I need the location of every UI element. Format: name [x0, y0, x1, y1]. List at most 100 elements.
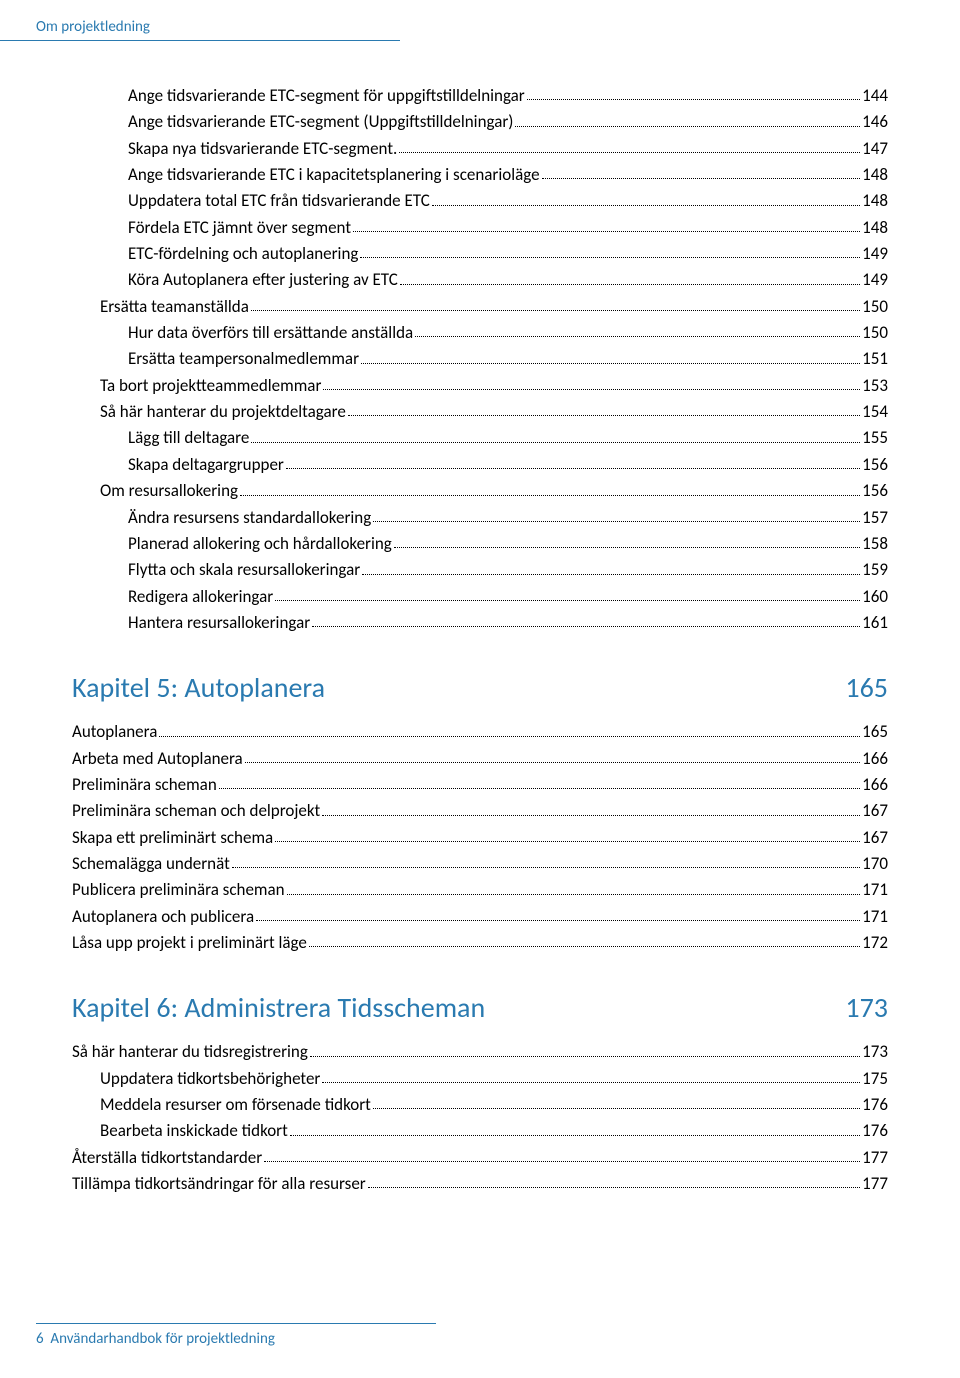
toc-entry-page: 153	[862, 373, 888, 399]
toc-entry: Ändra resursens standardallokering 157	[72, 505, 888, 531]
toc-entry-page: 167	[862, 798, 888, 824]
toc-entry-label: Tillämpa tidkortsändringar för alla resu…	[72, 1171, 366, 1197]
toc-entry-label: Autoplanera och publicera	[72, 904, 254, 930]
toc-entry-label: Ersätta teampersonalmedlemmar	[128, 346, 359, 372]
toc-leader-dots	[399, 152, 860, 153]
toc-entry: Planerad allokering och hårdallokering15…	[72, 531, 888, 557]
toc-entry: Uppdatera tidkortsbehörigheter175	[72, 1066, 888, 1092]
toc-entry-label: Så här hanterar du projektdeltagare	[100, 399, 346, 425]
toc-leader-dots	[232, 867, 860, 868]
toc-entry: Lägg till deltagare155	[72, 425, 888, 451]
toc-entry-page: 150	[862, 294, 888, 320]
toc-entry: Fördela ETC jämnt över segment 148	[72, 215, 888, 241]
toc-entry-label: Schemalägga undernät	[72, 851, 230, 877]
toc-entry-page: 147	[862, 136, 888, 162]
toc-section-chapter5: Autoplanera165Arbeta med Autoplanera 166 P…	[72, 719, 888, 956]
toc-entry: Skapa ett preliminärt schema 167	[72, 825, 888, 851]
toc-entry-page: 166	[862, 772, 888, 798]
toc-entry-label: Hur data överförs till ersättande anstäl…	[128, 320, 413, 346]
toc-leader-dots	[361, 363, 860, 364]
toc-entry-label: Återställa tidkortstandarder	[72, 1145, 262, 1171]
toc-entry-page: 171	[862, 904, 888, 930]
toc-entry-page: 154	[862, 399, 888, 425]
toc-entry-page: 167	[862, 825, 888, 851]
toc-entry-label: Köra Autoplanera efter justering av ETC	[128, 267, 398, 293]
running-footer: 6 Användarhandbok för projektledning	[36, 1323, 436, 1348]
toc-entry-page: 146	[862, 109, 888, 135]
toc-entry-page: 177	[862, 1145, 888, 1171]
toc-leader-dots	[251, 310, 860, 311]
toc-section-chapter6: Så här hanterar du tidsregistrering173Up…	[72, 1039, 888, 1197]
toc-entry-label: ETC-fördelning och autoplanering	[128, 241, 358, 267]
toc-leader-dots	[353, 231, 860, 232]
toc-entry: Skapa deltagargrupper 156	[72, 452, 888, 478]
toc-entry-label: Uppdatera tidkortsbehörigheter	[100, 1066, 320, 1092]
toc-entry-page: 155	[862, 425, 888, 451]
chapter-title: Kapitel 6: Administrera Tidsscheman	[72, 990, 485, 1025]
toc-entry-label: Fördela ETC jämnt över segment	[128, 215, 351, 241]
toc-entry-label: Flytta och skala resursallokeringar	[128, 557, 360, 583]
toc-entry-label: Preliminära scheman	[72, 772, 217, 798]
toc-entry-label: Ange tidsvarierande ETC-segment (Uppgift…	[128, 109, 513, 135]
toc-content: Ange tidsvarierande ETC-segment för uppg…	[0, 83, 960, 1197]
toc-entry: Ersätta teampersonalmedlemmar 151	[72, 346, 888, 372]
toc-leader-dots	[264, 1161, 860, 1162]
toc-leader-dots	[362, 574, 860, 575]
toc-entry: Så här hanterar du projektdeltagare 154	[72, 399, 888, 425]
toc-entry-page: 157	[862, 505, 888, 531]
chapter-page: 173	[845, 990, 888, 1025]
chapter-6-heading: Kapitel 6: Administrera Tidsscheman 173	[72, 990, 888, 1025]
toc-entry: Redigera allokeringar160	[72, 584, 888, 610]
toc-leader-dots	[542, 178, 861, 179]
toc-entry-label: Om resursallokering	[100, 478, 238, 504]
toc-entry-label: Skapa ett preliminärt schema	[72, 825, 273, 851]
toc-entry: Ange tidsvarierande ETC-segment för uppg…	[72, 83, 888, 109]
toc-entry: Skapa nya tidsvarierande ETC-segment.147	[72, 136, 888, 162]
toc-entry-label: Uppdatera total ETC från tidsvarierande …	[128, 188, 430, 214]
toc-leader-dots	[240, 495, 860, 496]
toc-entry-label: Ange tidsvarierande ETC-segment för uppg…	[128, 83, 525, 109]
toc-entry: Ange tidsvarierande ETC i kapacitetsplan…	[72, 162, 888, 188]
toc-leader-dots	[286, 468, 860, 469]
toc-leader-dots	[245, 762, 860, 763]
toc-leader-dots	[394, 547, 860, 548]
toc-entry-page: 173	[862, 1039, 888, 1065]
toc-entry-label: Redigera allokeringar	[128, 584, 273, 610]
toc-entry-page: 151	[862, 346, 888, 372]
toc-leader-dots	[275, 600, 860, 601]
toc-entry-label: Så här hanterar du tidsregistrering	[72, 1039, 308, 1065]
toc-leader-dots	[275, 841, 860, 842]
toc-entry-page: 176	[862, 1092, 888, 1118]
toc-leader-dots	[515, 126, 860, 127]
chapter-page: 165	[845, 670, 888, 705]
toc-leader-dots	[415, 336, 860, 337]
toc-leader-dots	[322, 815, 860, 816]
toc-entry-label: Preliminära scheman och delprojekt	[72, 798, 320, 824]
toc-entry: Autoplanera165	[72, 719, 888, 745]
toc-leader-dots	[310, 1056, 860, 1057]
toc-entry-page: 156	[862, 452, 888, 478]
toc-entry-label: Hantera resursallokeringar	[128, 610, 310, 636]
toc-entry-page: 158	[862, 531, 888, 557]
toc-leader-dots	[312, 626, 860, 627]
toc-entry-page: 159	[862, 557, 888, 583]
toc-entry: Låsa upp projekt i preliminärt läge172	[72, 930, 888, 956]
toc-entry-page: 170	[862, 851, 888, 877]
toc-leader-dots	[360, 257, 860, 258]
toc-entry-label: Arbeta med Autoplanera	[72, 746, 243, 772]
toc-leader-dots	[309, 946, 860, 947]
toc-entry: Tillämpa tidkortsändringar för alla resu…	[72, 1171, 888, 1197]
toc-entry-page: 149	[862, 267, 888, 293]
toc-entry-label: Bearbeta inskickade tidkort	[100, 1118, 288, 1144]
toc-entry: Bearbeta inskickade tidkort176	[72, 1118, 888, 1144]
toc-leader-dots	[368, 1187, 860, 1188]
toc-entry-label: Ändra resursens standardallokering	[128, 505, 371, 531]
toc-leader-dots	[322, 1082, 860, 1083]
toc-leader-dots	[290, 1135, 860, 1136]
toc-entry-page: 148	[862, 215, 888, 241]
toc-entry-page: 148	[862, 188, 888, 214]
toc-entry-page: 172	[862, 930, 888, 956]
toc-leader-dots	[287, 894, 861, 895]
toc-leader-dots	[323, 389, 860, 390]
toc-entry-label: Skapa deltagargrupper	[128, 452, 284, 478]
